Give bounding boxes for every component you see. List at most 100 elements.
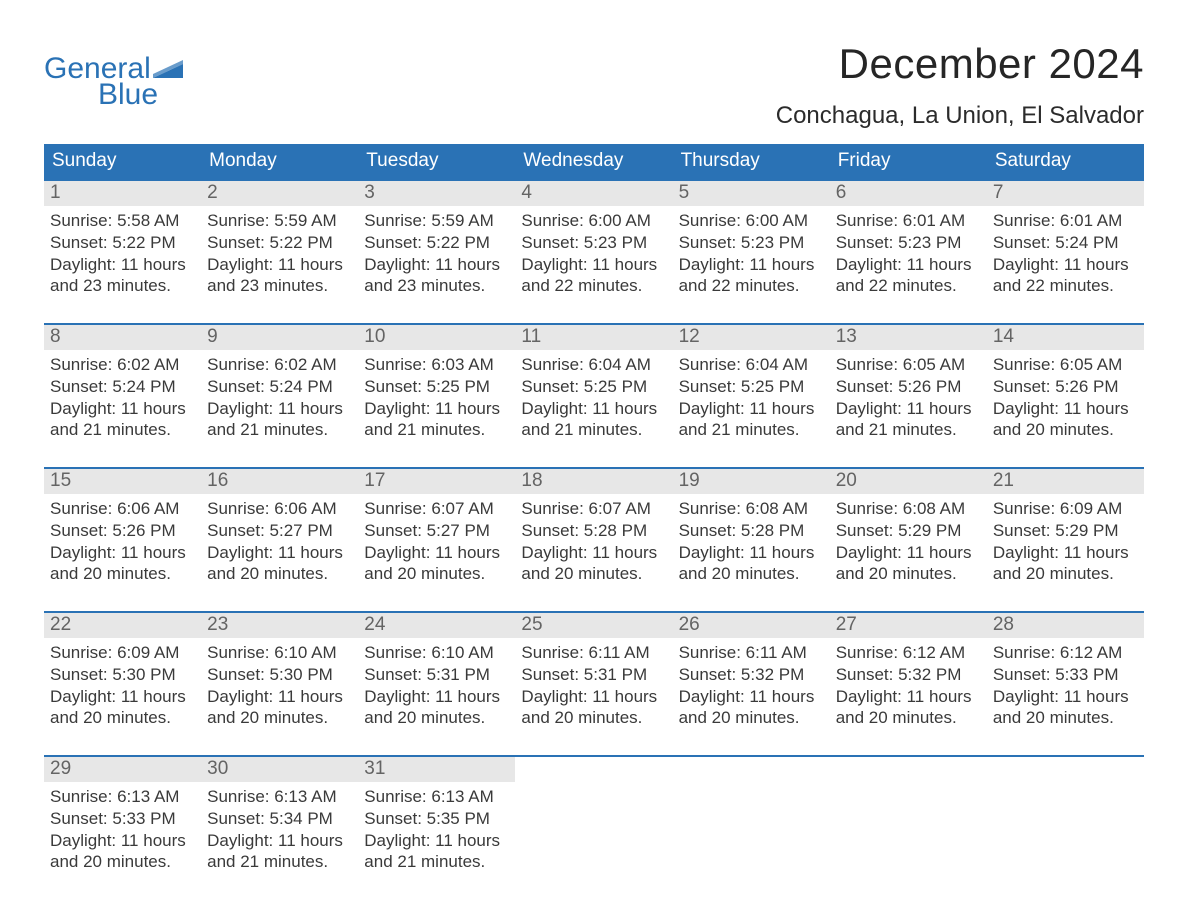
day-details: Sunrise: 6:07 AMSunset: 5:28 PMDaylight:…: [515, 494, 672, 591]
sunrise-text: Sunrise: 6:08 AM: [836, 498, 981, 520]
day-details: Sunrise: 6:06 AMSunset: 5:26 PMDaylight:…: [44, 494, 201, 591]
sunset-text: Sunset: 5:27 PM: [207, 520, 352, 542]
sunrise-text: Sunrise: 6:04 AM: [679, 354, 824, 376]
day-number: 22: [44, 613, 201, 638]
daylight-text-line1: Daylight: 11 hours: [50, 254, 195, 276]
sunrise-text: Sunrise: 6:01 AM: [993, 210, 1138, 232]
day-details: Sunrise: 6:13 AMSunset: 5:35 PMDaylight:…: [358, 782, 515, 879]
sunset-text: Sunset: 5:27 PM: [364, 520, 509, 542]
daylight-text-line2: and 21 minutes.: [679, 419, 824, 441]
calendar-day: 8Sunrise: 6:02 AMSunset: 5:24 PMDaylight…: [44, 325, 201, 447]
daylight-text-line2: and 20 minutes.: [836, 707, 981, 729]
day-details: Sunrise: 6:13 AMSunset: 5:33 PMDaylight:…: [44, 782, 201, 879]
sunrise-text: Sunrise: 5:59 AM: [207, 210, 352, 232]
calendar-day: 18Sunrise: 6:07 AMSunset: 5:28 PMDayligh…: [515, 469, 672, 591]
daylight-text-line2: and 20 minutes.: [207, 563, 352, 585]
day-number: 16: [201, 469, 358, 494]
title-block: December 2024 Conchagua, La Union, El Sa…: [776, 40, 1144, 130]
daylight-text-line2: and 20 minutes.: [50, 707, 195, 729]
dow-sunday: Sunday: [44, 144, 201, 179]
sunrise-text: Sunrise: 6:13 AM: [364, 786, 509, 808]
sunrise-text: Sunrise: 6:12 AM: [993, 642, 1138, 664]
sunset-text: Sunset: 5:26 PM: [50, 520, 195, 542]
daylight-text-line2: and 22 minutes.: [521, 275, 666, 297]
daylight-text-line1: Daylight: 11 hours: [993, 542, 1138, 564]
day-details: Sunrise: 6:02 AMSunset: 5:24 PMDaylight:…: [44, 350, 201, 447]
daylight-text-line1: Daylight: 11 hours: [521, 254, 666, 276]
daylight-text-line2: and 20 minutes.: [207, 707, 352, 729]
day-details: Sunrise: 6:11 AMSunset: 5:31 PMDaylight:…: [515, 638, 672, 735]
calendar-day: 11Sunrise: 6:04 AMSunset: 5:25 PMDayligh…: [515, 325, 672, 447]
daylight-text-line1: Daylight: 11 hours: [521, 686, 666, 708]
sunrise-text: Sunrise: 6:06 AM: [50, 498, 195, 520]
sunset-text: Sunset: 5:31 PM: [364, 664, 509, 686]
sunrise-text: Sunrise: 5:58 AM: [50, 210, 195, 232]
daylight-text-line1: Daylight: 11 hours: [207, 830, 352, 852]
calendar-day: 17Sunrise: 6:07 AMSunset: 5:27 PMDayligh…: [358, 469, 515, 591]
sunset-text: Sunset: 5:23 PM: [836, 232, 981, 254]
calendar-week: 29Sunrise: 6:13 AMSunset: 5:33 PMDayligh…: [44, 755, 1144, 879]
calendar: Sunday Monday Tuesday Wednesday Thursday…: [44, 144, 1144, 879]
daylight-text-line1: Daylight: 11 hours: [993, 398, 1138, 420]
daylight-text-line1: Daylight: 11 hours: [993, 254, 1138, 276]
day-details: Sunrise: 6:00 AMSunset: 5:23 PMDaylight:…: [515, 206, 672, 303]
calendar-day: [987, 757, 1144, 879]
calendar-day: 3Sunrise: 5:59 AMSunset: 5:22 PMDaylight…: [358, 181, 515, 303]
day-number: 11: [515, 325, 672, 350]
day-number: 20: [830, 469, 987, 494]
daylight-text-line2: and 21 minutes.: [364, 851, 509, 873]
daylight-text-line1: Daylight: 11 hours: [679, 542, 824, 564]
daylight-text-line1: Daylight: 11 hours: [50, 686, 195, 708]
day-number: 27: [830, 613, 987, 638]
daylight-text-line1: Daylight: 11 hours: [993, 686, 1138, 708]
sunrise-text: Sunrise: 6:09 AM: [50, 642, 195, 664]
calendar-day: 13Sunrise: 6:05 AMSunset: 5:26 PMDayligh…: [830, 325, 987, 447]
sunrise-text: Sunrise: 6:13 AM: [50, 786, 195, 808]
calendar-day: 30Sunrise: 6:13 AMSunset: 5:34 PMDayligh…: [201, 757, 358, 879]
daylight-text-line1: Daylight: 11 hours: [521, 542, 666, 564]
sunset-text: Sunset: 5:26 PM: [993, 376, 1138, 398]
sunrise-text: Sunrise: 6:13 AM: [207, 786, 352, 808]
sunset-text: Sunset: 5:33 PM: [993, 664, 1138, 686]
day-number: 18: [515, 469, 672, 494]
sunrise-text: Sunrise: 6:05 AM: [836, 354, 981, 376]
daylight-text-line1: Daylight: 11 hours: [836, 686, 981, 708]
calendar-day: 26Sunrise: 6:11 AMSunset: 5:32 PMDayligh…: [673, 613, 830, 735]
sunrise-text: Sunrise: 6:07 AM: [521, 498, 666, 520]
calendar-week: 8Sunrise: 6:02 AMSunset: 5:24 PMDaylight…: [44, 323, 1144, 447]
daylight-text-line2: and 21 minutes.: [521, 419, 666, 441]
daylight-text-line1: Daylight: 11 hours: [207, 254, 352, 276]
daylight-text-line2: and 20 minutes.: [50, 563, 195, 585]
daylight-text-line2: and 20 minutes.: [679, 563, 824, 585]
sunrise-text: Sunrise: 6:00 AM: [679, 210, 824, 232]
brand-text-2: Blue: [44, 80, 183, 110]
sunset-text: Sunset: 5:22 PM: [207, 232, 352, 254]
day-number-empty: [673, 757, 830, 782]
sunrise-text: Sunrise: 6:07 AM: [364, 498, 509, 520]
calendar-day: 21Sunrise: 6:09 AMSunset: 5:29 PMDayligh…: [987, 469, 1144, 591]
day-number: 24: [358, 613, 515, 638]
sunset-text: Sunset: 5:26 PM: [836, 376, 981, 398]
calendar-day: 9Sunrise: 6:02 AMSunset: 5:24 PMDaylight…: [201, 325, 358, 447]
header: General Blue December 2024 Conchagua, La…: [44, 40, 1144, 130]
month-year-title: December 2024: [776, 40, 1144, 88]
sunset-text: Sunset: 5:29 PM: [836, 520, 981, 542]
calendar-day: 25Sunrise: 6:11 AMSunset: 5:31 PMDayligh…: [515, 613, 672, 735]
dow-saturday: Saturday: [987, 144, 1144, 179]
location-subtitle: Conchagua, La Union, El Salvador: [776, 102, 1144, 130]
sunrise-text: Sunrise: 6:09 AM: [993, 498, 1138, 520]
daylight-text-line2: and 23 minutes.: [207, 275, 352, 297]
day-details: Sunrise: 6:04 AMSunset: 5:25 PMDaylight:…: [673, 350, 830, 447]
day-number: 23: [201, 613, 358, 638]
day-details: Sunrise: 5:58 AMSunset: 5:22 PMDaylight:…: [44, 206, 201, 303]
daylight-text-line1: Daylight: 11 hours: [836, 398, 981, 420]
dow-monday: Monday: [201, 144, 358, 179]
daylight-text-line2: and 21 minutes.: [207, 419, 352, 441]
calendar-day: 20Sunrise: 6:08 AMSunset: 5:29 PMDayligh…: [830, 469, 987, 591]
day-details: Sunrise: 6:04 AMSunset: 5:25 PMDaylight:…: [515, 350, 672, 447]
daylight-text-line1: Daylight: 11 hours: [207, 542, 352, 564]
day-number: 9: [201, 325, 358, 350]
day-details: Sunrise: 6:09 AMSunset: 5:29 PMDaylight:…: [987, 494, 1144, 591]
day-number: 30: [201, 757, 358, 782]
day-number: 19: [673, 469, 830, 494]
